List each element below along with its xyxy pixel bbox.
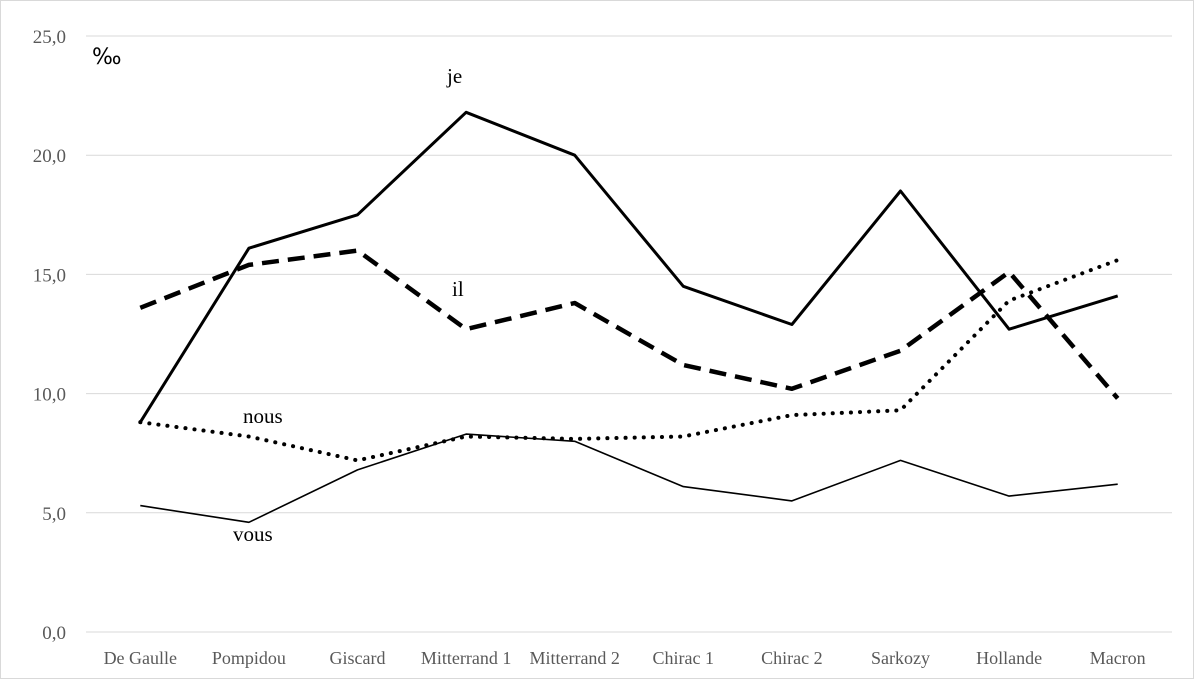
x-tick-label: Giscard: [330, 648, 386, 668]
series-label-nous: nous: [243, 404, 283, 428]
x-tick-label: Mitterrand 1: [421, 648, 511, 668]
y-axis-ticks: 0,0 5,0 10,0 15,0 20,0 25,0: [33, 27, 66, 644]
x-axis-ticks: De Gaulle Pompidou Giscard Mitterrand 1 Mitt…: [104, 648, 1146, 668]
x-tick-label: De Gaulle: [104, 648, 177, 668]
y-tick-label: 25,0: [33, 27, 66, 48]
y-tick-label: 10,0: [33, 385, 66, 406]
series-lines: [138, 110, 1120, 524]
y-tick-label: 0,0: [42, 623, 66, 644]
series-label-il: il: [452, 277, 464, 301]
x-tick-label: Sarkozy: [871, 648, 930, 668]
x-tick-label: Hollande: [976, 648, 1042, 668]
y-tick-label: 20,0: [33, 146, 66, 167]
x-tick-label: Chirac 2: [761, 648, 822, 668]
series-line-vous: [140, 433, 1118, 524]
y-tick-label: 5,0: [42, 504, 66, 525]
x-tick-label: Chirac 1: [653, 648, 714, 668]
series-line-je: [139, 110, 1119, 423]
y-tick-label: 15,0: [33, 265, 66, 286]
series-line-nous: [138, 258, 1120, 463]
y-axis-unit-label: ‰: [92, 45, 122, 70]
series-label-je: je: [446, 64, 462, 88]
x-tick-label: Macron: [1090, 648, 1146, 668]
series-label-vous: vous: [233, 522, 273, 546]
x-tick-label: Pompidou: [212, 648, 286, 668]
x-tick-label: Mitterrand 2: [529, 648, 619, 668]
series-line-il: [139, 248, 1120, 400]
